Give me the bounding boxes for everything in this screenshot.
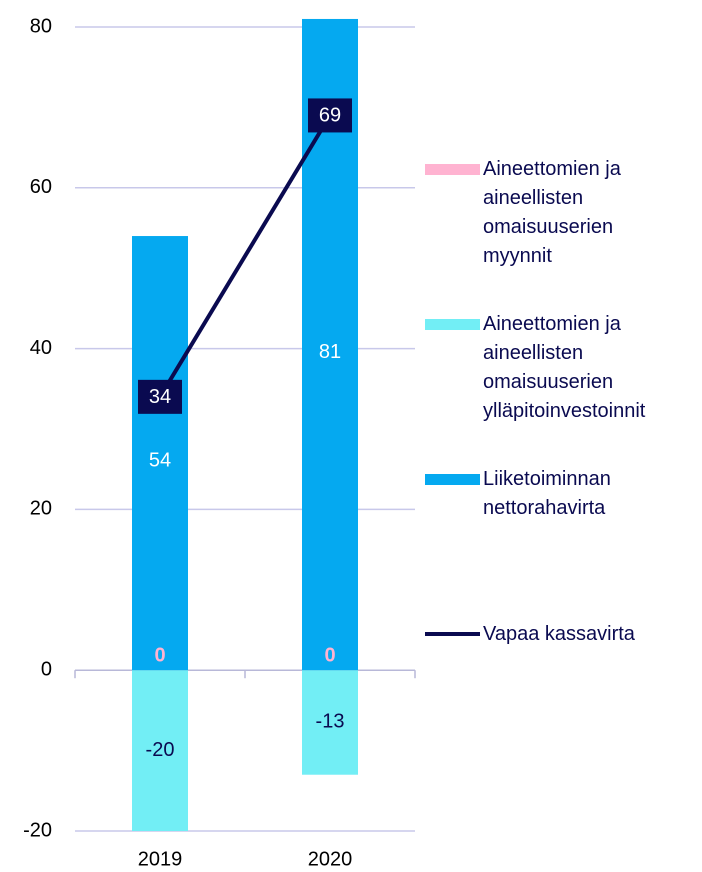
bar: [132, 236, 188, 671]
x-tick-label: 2019: [138, 848, 183, 870]
legend-label: Liiketoiminnan nettorahavirta: [483, 468, 611, 519]
legend-swatch: [425, 164, 480, 175]
legend-swatch: [425, 319, 480, 330]
x-tick-label: 2020: [308, 848, 353, 870]
data-label: 0: [154, 644, 165, 666]
data-label: 0: [324, 644, 335, 666]
data-label: 81: [319, 341, 341, 363]
y-tick-label: -20: [23, 819, 52, 841]
y-tick-label: 40: [30, 337, 52, 359]
line-label: 34: [149, 386, 171, 408]
legend-label: Aineettomien ja aineellisten omaisuuseri…: [483, 313, 646, 422]
bar: [302, 670, 358, 775]
line: [158, 114, 332, 398]
y-tick-label: 20: [30, 498, 52, 520]
data-label: -13: [316, 711, 345, 733]
data-label: 54: [149, 449, 171, 471]
legend-swatch: [425, 474, 480, 485]
line-label-box: [308, 98, 352, 133]
legend-label: Vapaa kassavirta: [483, 623, 635, 645]
y-tick-label: 60: [30, 176, 52, 198]
y-tick-label: 0: [41, 658, 52, 680]
bar: [132, 670, 188, 831]
data-label: -20: [146, 739, 175, 761]
y-tick-label: 80: [30, 15, 52, 37]
line-label: 69: [319, 105, 341, 127]
legend-label: Aineettomien ja aineellisten omaisuuseri…: [483, 158, 621, 267]
line-label-box: [138, 379, 182, 414]
